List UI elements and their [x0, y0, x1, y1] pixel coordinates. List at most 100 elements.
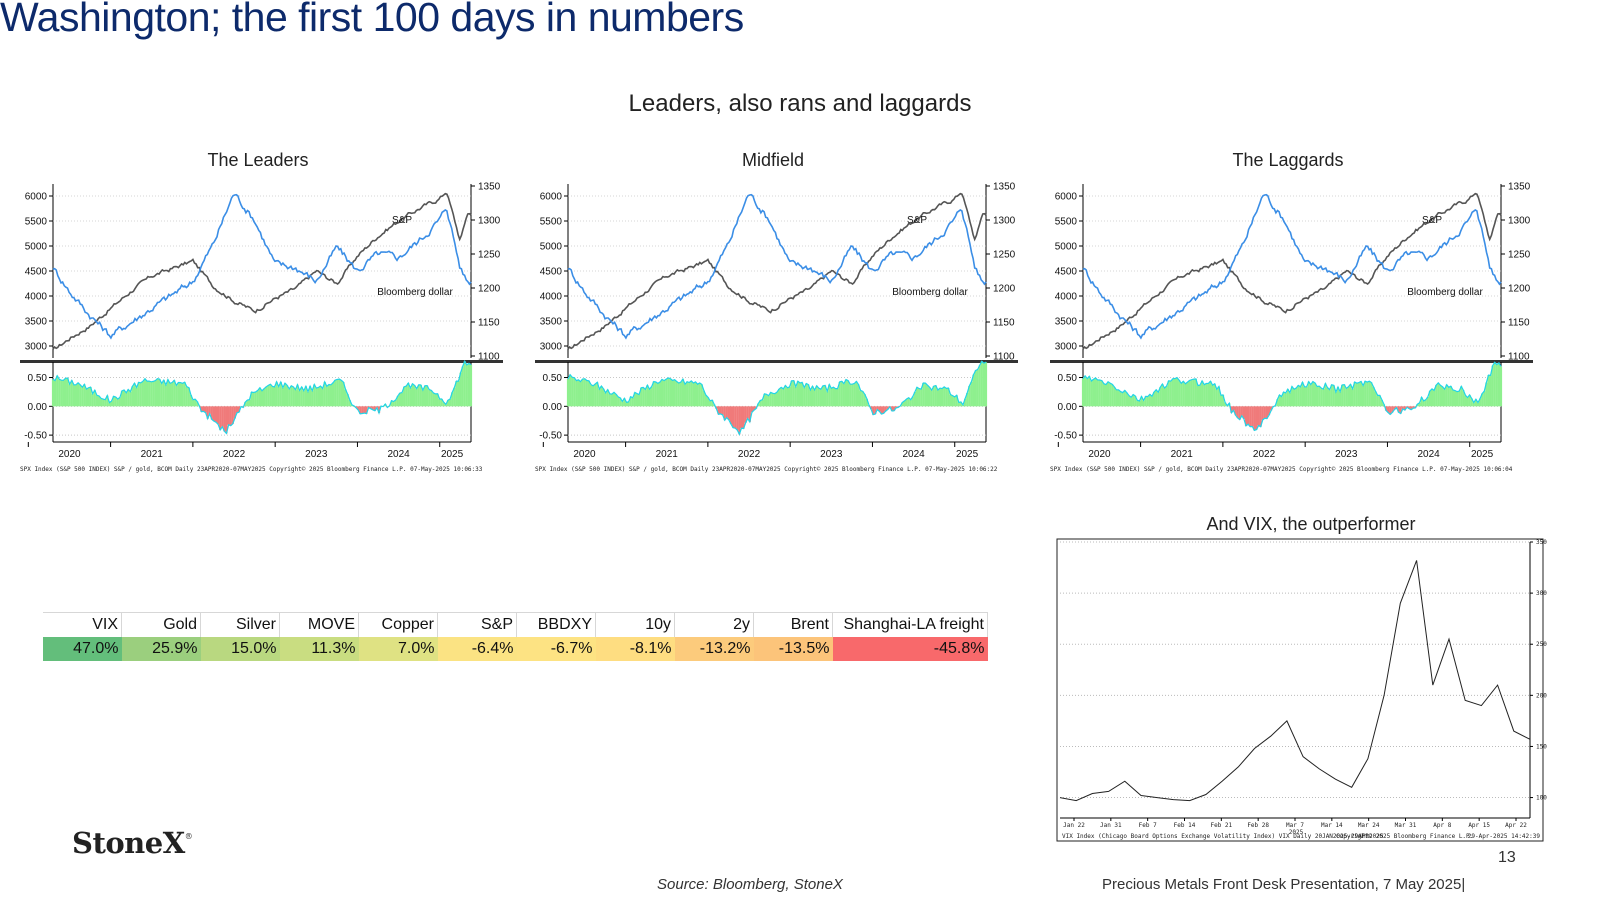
vix-footnote: 29-Apr-2025 14:42:39 — [1468, 833, 1541, 840]
x-tick-label: 2021 — [1171, 449, 1194, 460]
dollar-series-line — [52, 193, 472, 340]
vix-chart-panel: And VIX, the outperformer 100 150 200 250 30… — [1056, 514, 1566, 850]
vix-x-tick-label: Mar 24 — [1358, 822, 1380, 829]
osc-tick-label: -0.50 — [24, 431, 47, 442]
x-tick-label: 2024 — [902, 449, 925, 460]
vix-footnote: VIX Index (Chicago Board Options Exchang… — [1062, 833, 1384, 840]
table-cell: 47.0% — [43, 637, 122, 661]
y-right-tick-label: 1300 — [993, 216, 1016, 227]
table-header-cell: Brent — [753, 612, 833, 637]
osc-line — [1082, 361, 1502, 432]
vix-y-tick-label: 250 — [1536, 641, 1547, 648]
y-right-tick-label: 1250 — [478, 250, 501, 261]
y-left-tick-label: 5000 — [25, 242, 48, 253]
osc-line — [567, 360, 987, 436]
sp-series-line — [52, 192, 472, 350]
y-left-tick-label: 3500 — [1055, 317, 1078, 328]
y-left-tick-label: 3000 — [1055, 342, 1078, 353]
osc-tick-label: 0.50 — [543, 373, 563, 384]
table-cell: -6.7% — [516, 637, 596, 661]
page-number: 13 — [1498, 849, 1516, 866]
vix-x-tick-label: Mar 31 — [1395, 822, 1417, 829]
vix-y-tick-label: 100 — [1536, 795, 1547, 802]
table-header-cell: Copper — [358, 612, 438, 637]
table-header-cell: Gold — [121, 612, 201, 637]
osc-tick-label: 0.00 — [28, 402, 48, 413]
y-left-tick-label: 5000 — [1055, 242, 1078, 253]
table-header-cell: BBDXY — [516, 612, 596, 637]
x-tick-label: 2024 — [1417, 449, 1440, 460]
y-left-tick-label: 3000 — [540, 342, 563, 353]
y-left-tick-label: 5500 — [540, 217, 563, 228]
y-right-tick-label: 1300 — [478, 216, 501, 227]
dollar-annotation: Bloomberg dollar — [377, 287, 453, 298]
y-left-tick-label: 4000 — [1055, 292, 1078, 303]
vix-y-tick-label: 350 — [1536, 539, 1547, 546]
dollar-series-line — [1082, 193, 1502, 340]
dollar-annotation: Bloomberg dollar — [892, 287, 968, 298]
y-left-tick-label: 4000 — [540, 292, 563, 303]
performance-table-row: 47.0% 25.9% 15.0% 11.3% 7.0% -6.4% -6.7% -8.1% -… — [43, 637, 988, 661]
sp-annotation: S&P — [1422, 215, 1442, 226]
table-header-cell: Shanghai-LA freight — [832, 612, 988, 637]
y-left-tick-label: 3000 — [25, 342, 48, 353]
osc-tick-label: 0.50 — [1058, 373, 1078, 384]
y-left-tick-label: 6000 — [1055, 192, 1078, 203]
chart-title: Midfield — [741, 150, 805, 170]
chart-footnote: SPX Index (S&P 500 INDEX) S&P / gold, BC… — [535, 466, 998, 473]
table-header-cell: Silver — [200, 612, 280, 637]
y-left-tick-label: 4500 — [540, 267, 563, 278]
y-right-tick-label: 1350 — [1508, 182, 1531, 193]
chart-footnote: SPX Index (S&P 500 INDEX) S&P / gold, BC… — [1050, 466, 1513, 473]
dollar-annotation: Bloomberg dollar — [1407, 287, 1483, 298]
chart-footnote: SPX Index (S&P 500 INDEX) S&P / gold, BC… — [20, 466, 483, 473]
table-cell: -8.1% — [595, 637, 675, 661]
table-cell: 7.0% — [358, 637, 438, 661]
vix-y-tick-label: 300 — [1536, 590, 1547, 597]
vix-x-tick-label: Apr 22 — [1505, 822, 1527, 829]
table-cell: -13.2% — [674, 637, 754, 661]
y-left-tick-label: 4500 — [25, 267, 48, 278]
x-tick-label: 2024 — [387, 449, 410, 460]
chart-panel-laggards: The Laggards 3000 3500 4000 4500 5000 5500 600… — [1040, 150, 1536, 495]
vix-y-tick-label: 200 — [1536, 692, 1547, 699]
y-right-tick-label: 1150 — [993, 318, 1015, 329]
chart-title: The Leaders — [207, 150, 309, 170]
page-subtitle: Leaders, also rans and laggards — [628, 90, 972, 117]
x-tick-label: 2023 — [1335, 449, 1358, 460]
osc-line — [52, 359, 472, 435]
y-right-tick-label: 1250 — [993, 250, 1016, 261]
y-right-tick-label: 1100 — [1508, 352, 1530, 363]
y-right-tick-label: 1250 — [1508, 250, 1531, 261]
y-left-tick-label: 3500 — [540, 317, 563, 328]
table-cell: 11.3% — [279, 637, 359, 661]
vix-x-tick-label: Feb 14 — [1174, 822, 1196, 829]
y-left-tick-label: 3500 — [25, 317, 48, 328]
y-right-tick-label: 1100 — [993, 352, 1015, 363]
vix-x-tick-label: Mar 7 — [1286, 822, 1304, 829]
y-left-tick-label: 5000 — [540, 242, 563, 253]
x-tick-label: 2022 — [1253, 449, 1276, 460]
y-right-tick-label: 1150 — [478, 318, 500, 329]
y-right-tick-label: 1200 — [1508, 284, 1531, 295]
x-tick-label: 2025 — [1471, 449, 1494, 460]
table-header-cell: 2y — [674, 612, 754, 637]
chart-panel-midfield: Midfield 3000 3500 4000 4500 5000 5500 6000 110… — [525, 150, 1021, 495]
y-right-tick-label: 1100 — [478, 352, 500, 363]
osc-tick-label: 0.00 — [543, 402, 563, 413]
y-right-tick-label: 1300 — [1508, 216, 1531, 227]
y-right-tick-label: 1350 — [993, 182, 1016, 193]
table-cell: -13.5% — [753, 637, 833, 661]
sp-annotation: S&P — [907, 215, 927, 226]
table-header-cell: S&P — [437, 612, 517, 637]
x-tick-label: 2020 — [1088, 449, 1111, 460]
logo-mark: ® — [184, 832, 193, 841]
osc-tick-label: 0.00 — [1058, 402, 1078, 413]
y-left-tick-label: 6000 — [540, 192, 563, 203]
osc-tick-label: -0.50 — [1054, 431, 1077, 442]
performance-table: VIX Gold Silver MOVE Copper S&P BBDXY 10y 2y Bren… — [43, 612, 988, 661]
vix-x-tick-label: Feb 7 — [1139, 822, 1157, 829]
table-header-cell: 10y — [595, 612, 675, 637]
vix-series-line — [1059, 560, 1531, 802]
table-header-cell: VIX — [43, 612, 122, 637]
